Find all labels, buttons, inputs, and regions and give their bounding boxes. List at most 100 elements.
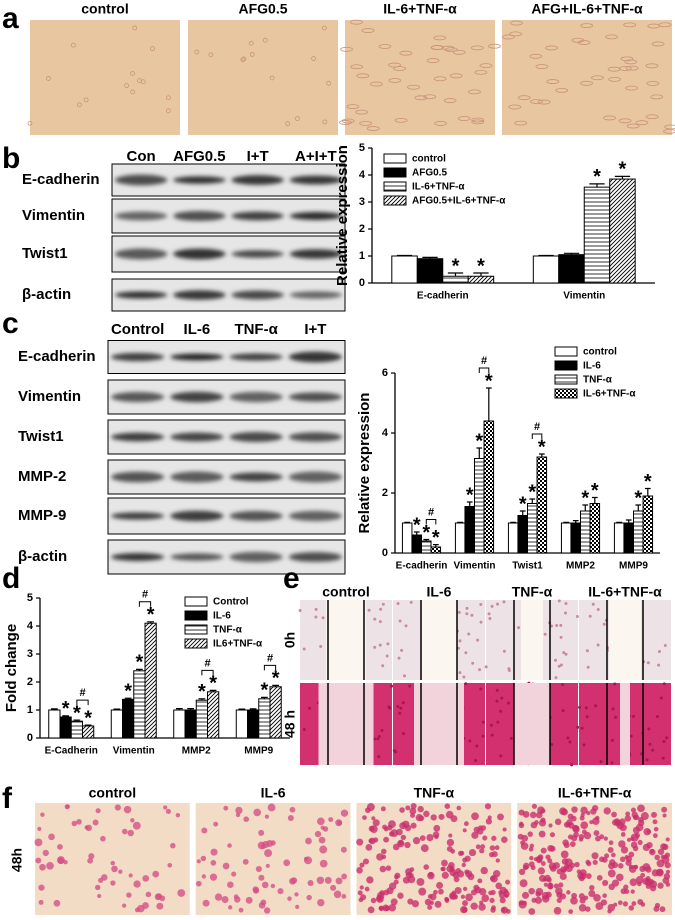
lane-header: AFG0.5 (173, 148, 226, 165)
cell (465, 870, 473, 878)
lane-header: I+T (247, 148, 269, 165)
error-bar (591, 496, 598, 504)
row-label: 0h (282, 632, 298, 648)
cell (626, 123, 640, 129)
cell (245, 896, 253, 904)
cell (620, 832, 626, 837)
significance-marker: * (422, 522, 430, 544)
cell (426, 833, 434, 842)
cell (458, 639, 462, 643)
cell (361, 28, 375, 33)
cell (495, 858, 500, 863)
cell (306, 894, 312, 901)
legend-swatch (184, 596, 208, 607)
cell (578, 705, 582, 709)
bar (464, 506, 475, 554)
blot-band (231, 250, 284, 258)
cell (356, 73, 370, 79)
scratch-gap (318, 683, 374, 765)
significance-marker: * (84, 707, 92, 729)
blot-band (231, 211, 284, 221)
cell (379, 865, 387, 873)
cell (498, 890, 503, 895)
cell (607, 869, 616, 878)
cell (383, 836, 390, 843)
legend-label: AFG0.5+IL-6+TNF-α (412, 196, 506, 207)
cell (378, 905, 385, 912)
cell (341, 893, 347, 899)
cell (643, 828, 651, 836)
cell (399, 706, 403, 710)
cell (649, 885, 657, 892)
cell (444, 803, 451, 809)
cell (213, 821, 219, 827)
cell (528, 887, 536, 895)
cell (495, 688, 499, 692)
cell (538, 830, 546, 838)
error-bar (582, 504, 589, 511)
cell (319, 859, 328, 868)
cell (528, 908, 536, 915)
bar (613, 522, 625, 554)
cell (662, 813, 667, 818)
cell (625, 65, 639, 71)
cell (258, 874, 265, 881)
cell (635, 876, 644, 884)
cell (543, 882, 548, 887)
y-axis-label: Relative expression (356, 393, 373, 534)
cell (48, 833, 55, 841)
cell (97, 893, 102, 899)
cell (611, 707, 615, 711)
x-tick-label: MMP2 (182, 746, 211, 757)
cell (637, 804, 645, 813)
cell (165, 808, 171, 814)
cell (248, 40, 254, 46)
significance-marker: * (466, 484, 474, 506)
cell (269, 75, 275, 81)
cell (222, 862, 230, 870)
cell (619, 856, 626, 863)
cell (657, 848, 665, 855)
cell (175, 812, 181, 818)
cell (625, 85, 638, 91)
blot-band (110, 352, 165, 362)
scratch-gap (609, 600, 641, 680)
cell (596, 875, 603, 881)
cell (662, 740, 666, 744)
cell (335, 819, 343, 827)
blot-band (231, 290, 284, 300)
panel-label: e (283, 562, 300, 595)
cell (651, 41, 665, 47)
legend-swatch (554, 346, 578, 357)
cell (100, 835, 106, 842)
cell (559, 893, 567, 900)
cell (326, 80, 331, 86)
cell (243, 816, 250, 822)
cell (617, 863, 624, 869)
cell (473, 884, 480, 891)
bar (558, 254, 585, 284)
cell (650, 94, 664, 100)
bar (184, 709, 197, 739)
cell (521, 891, 530, 899)
cell (295, 904, 300, 909)
cell (42, 849, 49, 857)
error-bar (589, 183, 605, 188)
comparison-label: # (428, 506, 434, 518)
cell (371, 816, 376, 821)
cell (311, 56, 316, 61)
cell (289, 806, 296, 813)
cell (373, 737, 377, 741)
significance-marker: * (485, 370, 493, 392)
scratch-gap (414, 683, 464, 765)
x-tick-label: E-cadherin (417, 291, 469, 302)
cell (549, 832, 556, 838)
cell (319, 644, 323, 648)
image-header: IL-6 (261, 785, 286, 801)
cell (652, 833, 658, 839)
error-bar (404, 521, 411, 523)
cell (601, 857, 608, 863)
error-bar (187, 708, 194, 710)
cell (130, 71, 135, 76)
cell (318, 836, 326, 844)
